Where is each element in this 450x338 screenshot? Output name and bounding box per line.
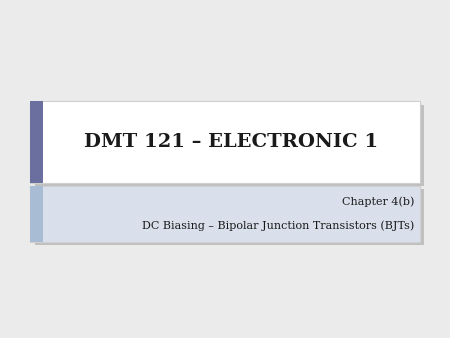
FancyBboxPatch shape — [30, 186, 43, 242]
FancyBboxPatch shape — [30, 101, 43, 183]
Text: Chapter 4(b): Chapter 4(b) — [342, 196, 414, 207]
FancyBboxPatch shape — [30, 101, 420, 183]
Text: DMT 121 – ELECTRONIC 1: DMT 121 – ELECTRONIC 1 — [84, 133, 378, 151]
Text: DC Biasing – Bipolar Junction Transistors (BJTs): DC Biasing – Bipolar Junction Transistor… — [142, 221, 414, 231]
FancyBboxPatch shape — [35, 105, 424, 186]
FancyBboxPatch shape — [35, 189, 424, 245]
FancyBboxPatch shape — [30, 186, 420, 242]
